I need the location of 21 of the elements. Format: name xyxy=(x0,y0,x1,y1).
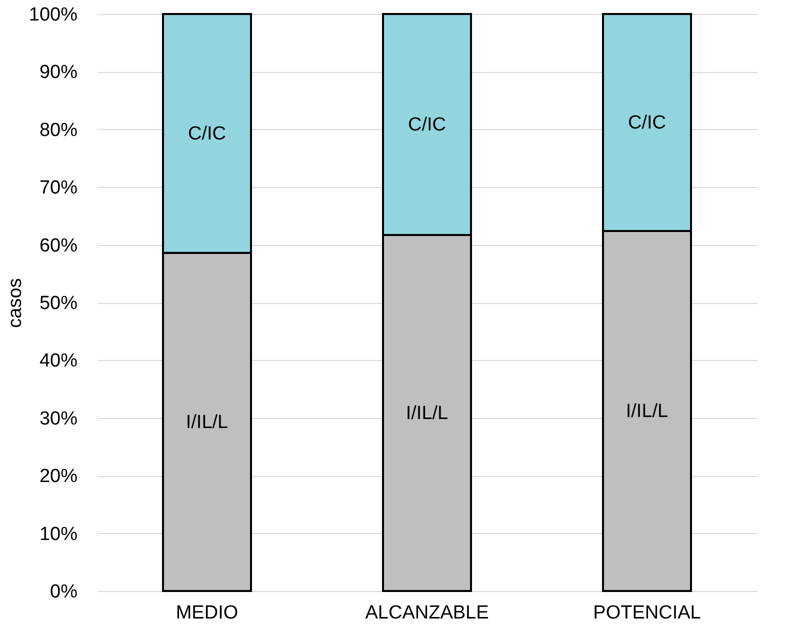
text: C/IC xyxy=(408,114,446,136)
y-tick-label: 50% xyxy=(39,293,78,314)
series-label: I/IL/L xyxy=(186,412,228,433)
y-tick-label: 0% xyxy=(50,582,78,602)
y-tick-label: 100% xyxy=(28,4,78,26)
y-tick-label: 80% xyxy=(39,120,78,141)
y-tick-label: 90% xyxy=(39,62,78,84)
x-tick-label: ALCANZABLE xyxy=(365,602,489,624)
y-tick-label: 10% xyxy=(39,524,78,545)
y-tick-label: 20% xyxy=(39,466,78,488)
y-tick-label: 70% xyxy=(39,178,78,199)
text: I/IL/L xyxy=(626,400,668,422)
y-tick-label: 60% xyxy=(39,235,78,256)
y-tick-label: 30% xyxy=(39,408,78,430)
series-label: C/IC xyxy=(188,123,226,144)
y-tick-label: 40% xyxy=(39,350,78,372)
y-axis-title: casos xyxy=(4,278,26,328)
x-tick-label: MEDIO xyxy=(176,602,238,624)
text: I/IL/L xyxy=(406,402,448,424)
text: C/IC xyxy=(628,112,666,134)
x-tick-label: POTENCIAL xyxy=(593,602,701,624)
